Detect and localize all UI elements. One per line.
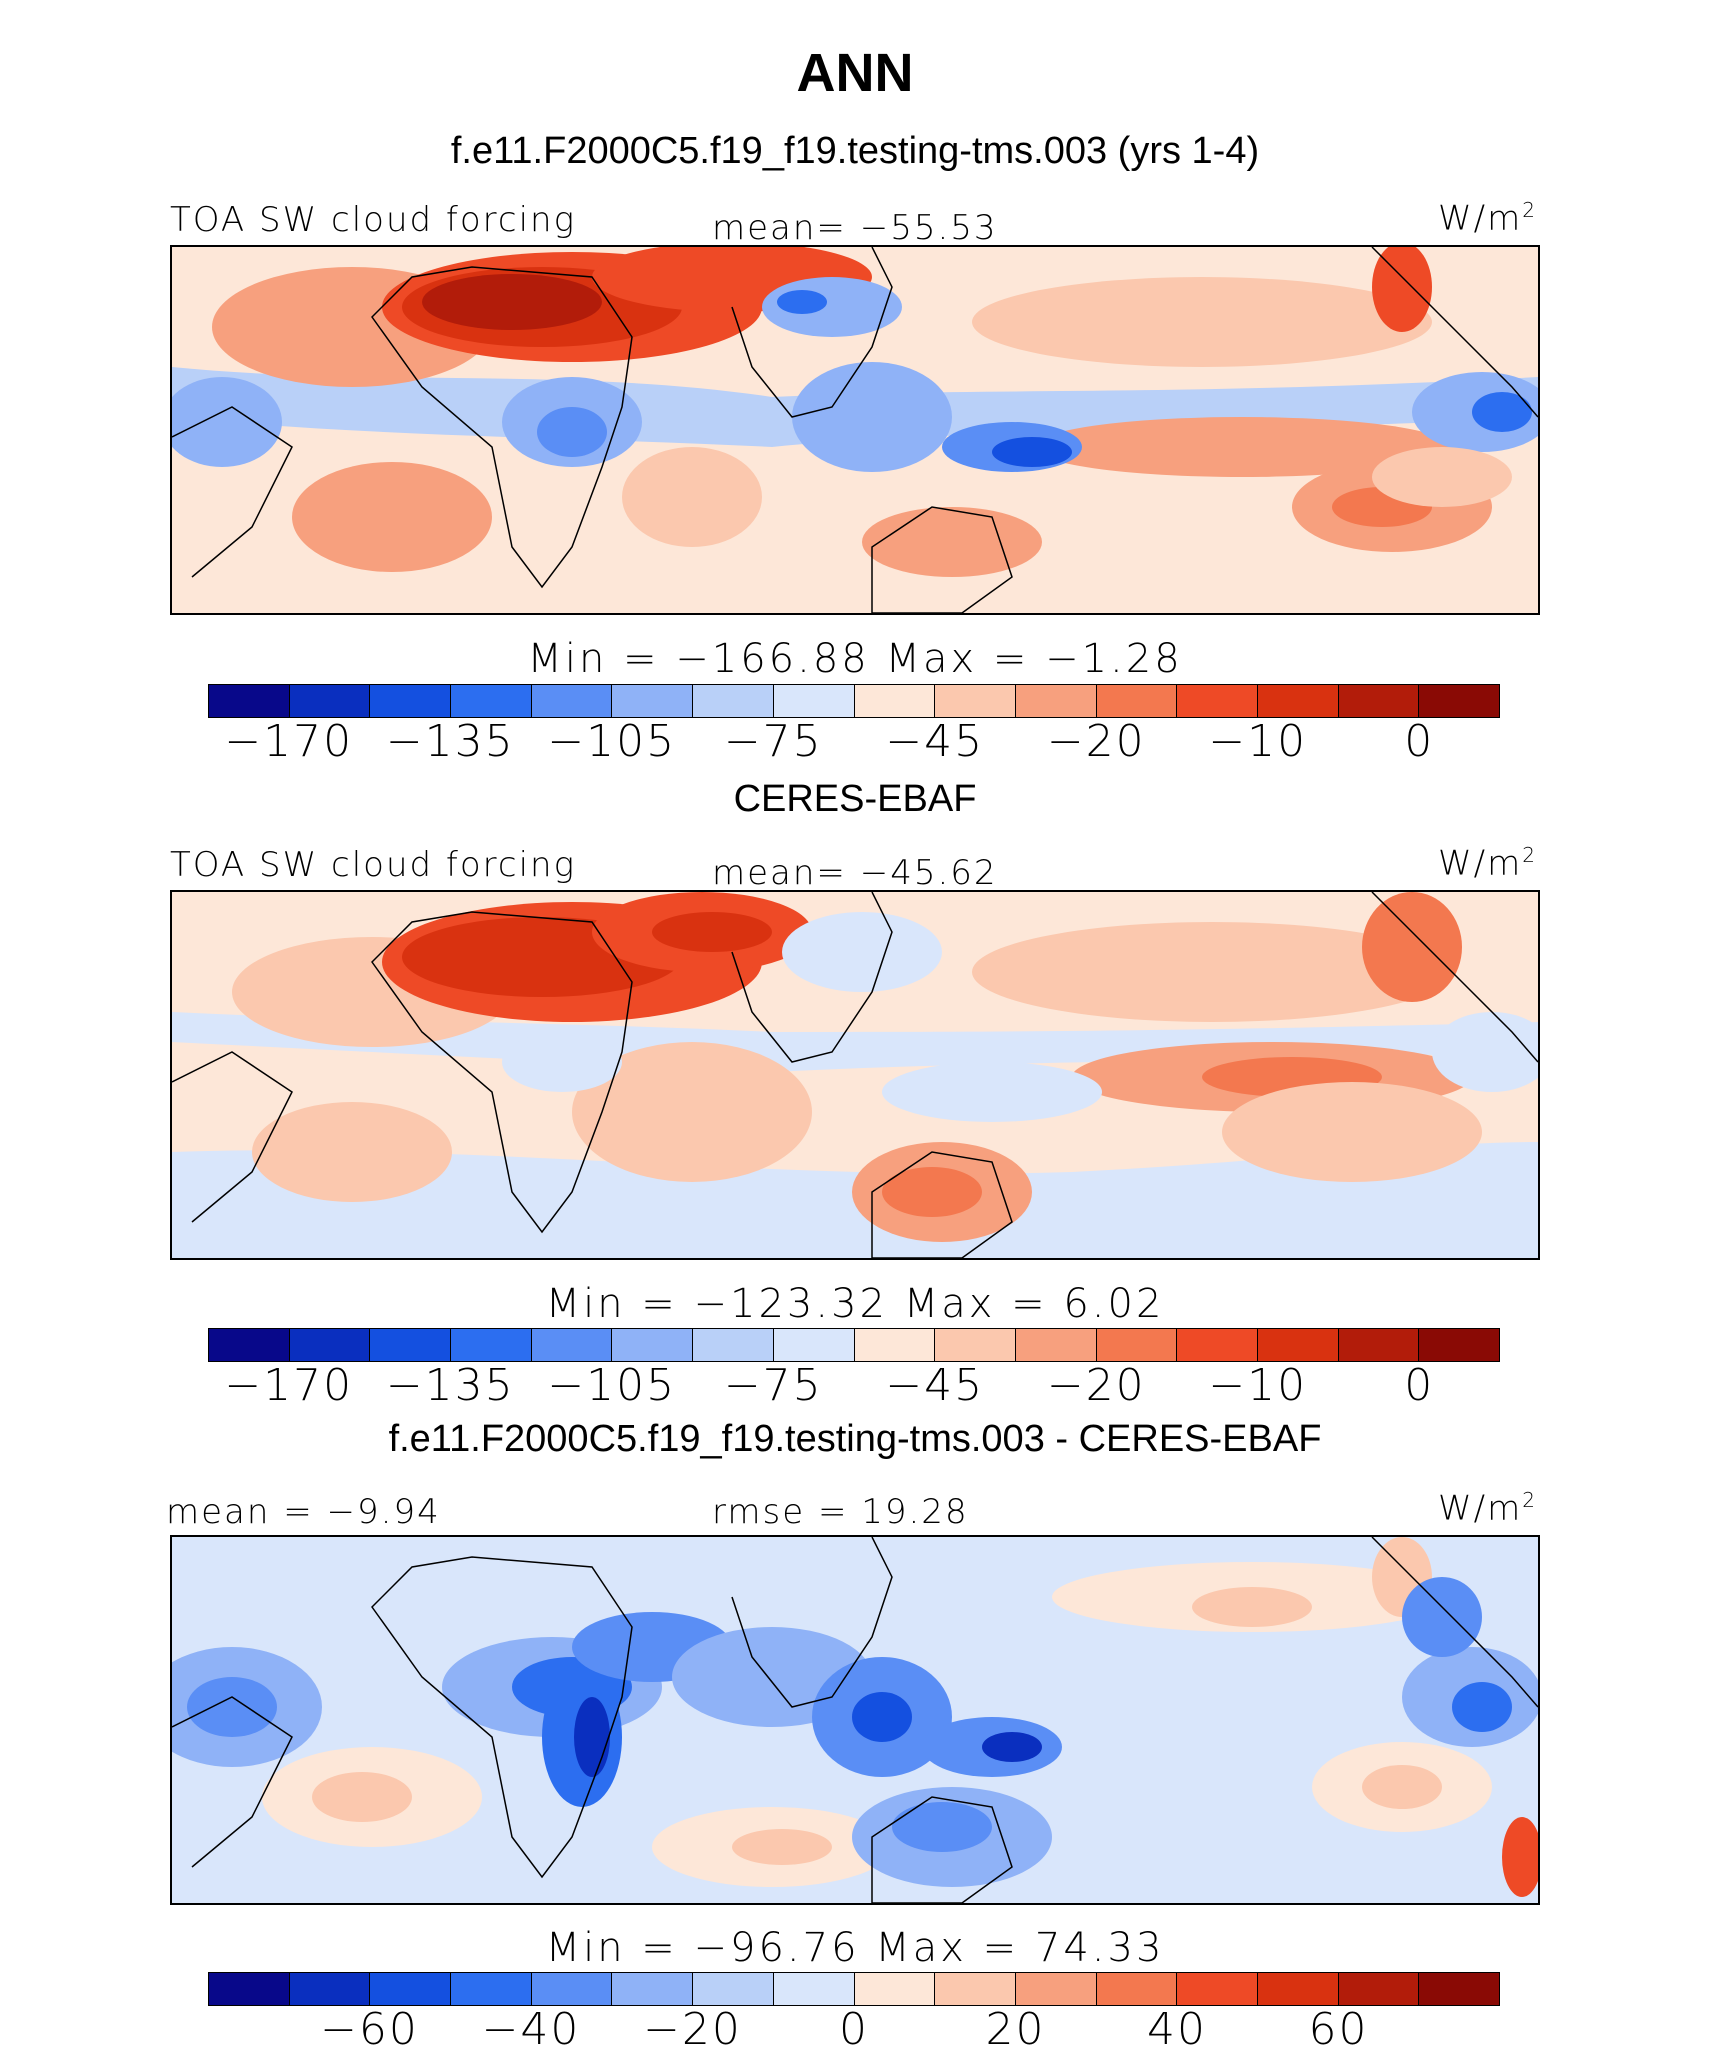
colorbar-bin [531,1329,613,1361]
colorbar-bin [1338,1973,1420,2005]
panel3-map-field [172,1537,1538,1903]
panel1-colorbar [208,684,1500,718]
panel2-minmax: Min = −123.32 Max = 6.02 [545,1281,1165,1327]
colorbar-tick-label: 40 [1147,2004,1207,2055]
colorbar-tick-label: 20 [985,2004,1046,2055]
colorbar-bin [854,685,936,717]
panel3-colorbar [208,1972,1500,2006]
panel1-units: W/m2 [1438,198,1537,239]
colorbar-bin [1096,1973,1178,2005]
panel3-rmse-label: rmse = 19.28 [712,1492,969,1532]
colorbar-bin [1096,685,1178,717]
colorbar-bin [1257,1973,1339,2005]
panel2-map-field [172,892,1538,1258]
colorbar-bin [1419,1329,1499,1361]
colorbar-bin [531,1973,613,2005]
colorbar-tick-label: −170 [224,1360,354,1411]
panel2-variable-label: TOA SW cloud forcing [170,845,576,885]
colorbar-tick-label: −10 [1208,1360,1308,1411]
panel3-minmax: Min = −96.76 Max = 74.33 [545,1925,1165,1971]
colorbar-bin [773,1973,855,2005]
colorbar-tick-label: −20 [1046,716,1146,767]
panel1-minmax: Min = −166.88 Max = −1.28 [527,636,1183,682]
colorbar-bin [1177,1329,1258,1361]
colorbar-bin [612,1973,694,2005]
colorbar-tick-label: −135 [385,716,515,767]
panel3-units: W/m2 [1438,1488,1537,1529]
colorbar-tick-label: −135 [385,1360,515,1411]
colorbar-bin [370,685,452,717]
colorbar-bin [289,685,371,717]
colorbar-tick-label: 60 [1308,2004,1369,2055]
colorbar-tick-label: 0 [839,2004,869,2055]
colorbar-tick-label: −10 [1208,716,1308,767]
panel2-colorbar [208,1328,1500,1362]
colorbar-bin [854,1329,936,1361]
panel1-variable-label: TOA SW cloud forcing [170,200,576,240]
colorbar-bin [773,1329,855,1361]
colorbar-bin [1015,1973,1097,2005]
colorbar-bin [531,685,613,717]
panel1-map-field [172,247,1538,613]
panel1-map [170,245,1540,615]
colorbar-tick-label: −105 [547,716,677,767]
colorbar-bin [1015,1329,1097,1361]
colorbar-bin [1096,1329,1178,1361]
colorbar-bin [209,685,290,717]
colorbar-bin [289,1329,371,1361]
colorbar-bin [773,685,855,717]
colorbar-tick-label: −75 [723,716,823,767]
panel3-map [170,1535,1540,1905]
colorbar-bin [209,1973,290,2005]
figure-title: ANN [796,43,914,103]
colorbar-bin [1177,1973,1258,2005]
colorbar-bin [693,1329,774,1361]
colorbar-bin [612,685,694,717]
colorbar-tick-label: −20 [1046,1360,1146,1411]
colorbar-tick-label: 0 [1404,716,1435,767]
colorbar-tick-label: −45 [885,1360,985,1411]
colorbar-tick-label: −40 [481,2004,581,2055]
colorbar-bin [854,1973,936,2005]
colorbar-bin [1419,685,1499,717]
colorbar-bin [935,1973,1016,2005]
panel3-subtitle: f.e11.F2000C5.f19_f19.testing-tms.003 - … [388,1418,1322,1460]
colorbar-bin [370,1329,452,1361]
colorbar-bin [935,1329,1016,1361]
colorbar-bin [451,1973,532,2005]
colorbar-tick-label: −60 [320,2004,419,2055]
colorbar-tick-label: 0 [1404,1360,1435,1411]
colorbar-bin [451,1329,532,1361]
colorbar-bin [289,1973,371,2005]
colorbar-bin [1177,685,1258,717]
colorbar-bin [370,1973,452,2005]
colorbar-bin [1257,685,1339,717]
panel2-map [170,890,1540,1260]
colorbar-tick-label: −170 [224,716,354,767]
panel3-mean-label: mean = −9.94 [166,1492,441,1532]
colorbar-bin [1338,1329,1420,1361]
panel2-mean-label: mean= −45.62 [712,853,998,893]
colorbar-tick-label: −105 [547,1360,677,1411]
colorbar-bin [451,685,532,717]
colorbar-bin [209,1329,290,1361]
panel2-subtitle: CERES-EBAF [733,778,977,820]
colorbar-bin [1257,1329,1339,1361]
panel1-subtitle: f.e11.F2000C5.f19_f19.testing-tms.003 (y… [450,130,1260,172]
colorbar-bin [693,685,774,717]
colorbar-tick-label: −45 [885,716,985,767]
colorbar-bin [1015,685,1097,717]
colorbar-bin [1419,1973,1499,2005]
panel2-units: W/m2 [1438,843,1537,884]
colorbar-tick-label: −75 [723,1360,823,1411]
colorbar-tick-label: −20 [643,2004,742,2055]
colorbar-bin [1338,685,1420,717]
colorbar-bin [612,1329,694,1361]
colorbar-bin [935,685,1016,717]
panel1-mean-label: mean= −55.53 [712,208,998,248]
colorbar-bin [693,1973,774,2005]
